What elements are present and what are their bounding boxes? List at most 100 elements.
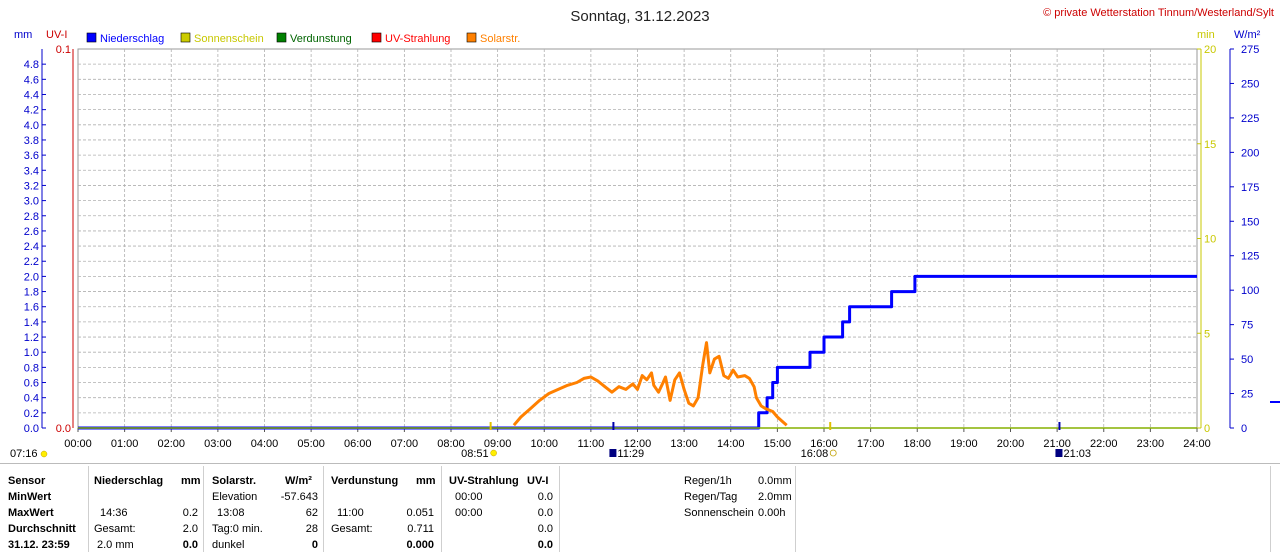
solar-elevation-label: Elevation — [212, 491, 258, 503]
mm-tick-label: 4.6 — [24, 74, 39, 86]
wm2-tick-label: 75 — [1241, 320, 1253, 332]
row-label-max: MaxWert — [8, 507, 54, 519]
x-tick-label: 11:00 — [578, 438, 605, 450]
moonset-icon — [1055, 449, 1063, 457]
rain-day-value: 2.0mm — [758, 491, 792, 503]
sunrise-label: 08:51 — [461, 448, 489, 460]
mm-tick-label: 1.4 — [24, 317, 39, 329]
mm-tick-label: 0.0 — [24, 423, 39, 435]
mm-tick-label: 3.6 — [24, 150, 39, 162]
uv-max-time: 00:00 — [455, 507, 483, 519]
sunset-icon — [829, 449, 837, 457]
daylight-start-label: 07:16 — [10, 448, 38, 460]
evap-header: Verdunstung — [331, 475, 399, 487]
chart-series — [78, 274, 1197, 430]
precip-max-time: 14:36 — [100, 507, 128, 519]
uv-min-value: 0.0 — [537, 491, 553, 503]
row-label-current: 31.12. 23:59 — [8, 539, 70, 551]
mm-tick-label: 3.8 — [24, 135, 39, 147]
mm-tick-label: 2.0 — [24, 271, 39, 283]
wm2-tick-label: 175 — [1241, 182, 1259, 194]
mm-tick-label: 3.4 — [24, 165, 39, 177]
x-tick-label: 13:00 — [670, 438, 698, 450]
legend-swatch — [180, 32, 191, 43]
precip-current-label: 2.0 mm — [97, 539, 134, 551]
wm2-tick-label: 25 — [1241, 389, 1253, 401]
evap-total-label: Gesamt: — [331, 523, 373, 535]
uv-current-value: 0.0 — [537, 539, 553, 551]
solar-current-value: 0 — [311, 539, 318, 551]
mm-tick-label: 3.2 — [24, 180, 39, 192]
legend-swatch — [276, 32, 287, 43]
mm-tick-label: 0.8 — [24, 362, 39, 374]
mm-tick-label: 1.0 — [24, 347, 39, 359]
x-tick-label: 23:00 — [1137, 438, 1165, 450]
x-tick-label: 09:00 — [484, 438, 512, 450]
row-label-min: MinWert — [8, 491, 52, 503]
table-sep-7 — [1270, 466, 1271, 552]
x-tick-label: 08:00 — [437, 438, 465, 450]
precip-max-value: 0.2 — [182, 507, 198, 519]
moonrise-icon — [609, 449, 617, 457]
uvi-tick-label: 0.1 — [56, 44, 71, 56]
weather-chart: Sonntag, 31.12.2023 © private Wetterstat… — [10, 7, 1280, 460]
mm-tick-label: 4.0 — [24, 120, 39, 132]
sunset-label: 16:08 — [801, 448, 829, 460]
chart-title: Sonntag, 31.12.2023 — [570, 8, 709, 25]
mm-tick-label: 1.2 — [24, 332, 39, 344]
legend: Niederschlag Sonnenschein Verdunstung UV-St… — [86, 32, 520, 45]
sunshine-label: Sonnenschein — [684, 507, 754, 519]
row-label-avg: Durchschnitt — [8, 523, 76, 535]
copyright-label: © private Wetterstation Tinnum/Westerlan… — [1043, 7, 1274, 19]
evap-total-value: 0.711 — [407, 523, 434, 535]
min-tick-label: 10 — [1204, 234, 1216, 246]
solar-unit: W/m² — [285, 475, 312, 487]
solar-avg-value: 28 — [305, 523, 318, 535]
x-tick-label: 16:00 — [810, 438, 838, 450]
mm-tick-label: 4.8 — [24, 59, 39, 71]
uv-min-time: 00:00 — [455, 491, 483, 503]
mm-tick-label: 4.4 — [24, 89, 39, 101]
table-sep-6 — [795, 466, 796, 552]
x-tick-label: 14:00 — [717, 438, 745, 450]
mm-tick-label: 2.4 — [24, 241, 39, 253]
mm-tick-label: 2.6 — [24, 226, 39, 238]
solar-line — [512, 341, 788, 427]
x-tick-label: 01:00 — [111, 438, 139, 450]
evap-max-value: 0.051 — [406, 507, 434, 519]
x-tick-label: 24:00 — [1183, 438, 1211, 450]
legend-swatch — [466, 32, 477, 43]
solar-day-label: Tag:0 min. — [212, 523, 263, 535]
sun-moon-markers: 08:51 16:08 11:29 21:03 07:16 — [10, 401, 1280, 460]
table-sep-4 — [441, 466, 442, 552]
uv-max-value: 0.0 — [537, 507, 553, 519]
wm2-tick-label: 100 — [1241, 285, 1259, 297]
mm-tick-label: 0.2 — [24, 408, 39, 420]
mm-tick-label: 2.2 — [24, 256, 39, 268]
rain-1h-value: 0.0mm — [758, 475, 792, 487]
min-tick-label: 20 — [1204, 44, 1216, 56]
mm-tick-label: 0.4 — [24, 393, 39, 405]
table-sep-1 — [88, 466, 89, 552]
mm-tick-label: 0.6 — [24, 378, 39, 390]
precip-unit: mm — [181, 475, 201, 487]
precip-current-value: 0.0 — [182, 539, 198, 551]
evap-unit: mm — [416, 475, 436, 487]
min-tick-label: 15 — [1204, 139, 1216, 151]
legend-label: Sonnenschein — [194, 33, 264, 45]
x-tick-label: 15:00 — [764, 438, 792, 450]
daylight-start-icon — [40, 450, 48, 458]
solar-elevation-value: -57.643 — [280, 491, 318, 503]
sunrise-icon — [490, 449, 497, 457]
min-tick-label: 5 — [1204, 328, 1210, 340]
sunshine-value: 0.00h — [758, 507, 786, 519]
wm2-tick-label: 150 — [1241, 216, 1259, 228]
mm-tick-label: 1.6 — [24, 302, 39, 314]
axis-unit-uvi: UV-I — [46, 29, 67, 41]
uv-avg-value: 0.0 — [537, 523, 553, 535]
legend-swatch — [371, 32, 382, 43]
x-tick-label: 04:00 — [251, 438, 279, 450]
solar-current-label: dunkel — [212, 539, 245, 551]
uv-header: UV-Strahlung — [449, 475, 519, 487]
x-tick-label: 06:00 — [344, 438, 372, 450]
